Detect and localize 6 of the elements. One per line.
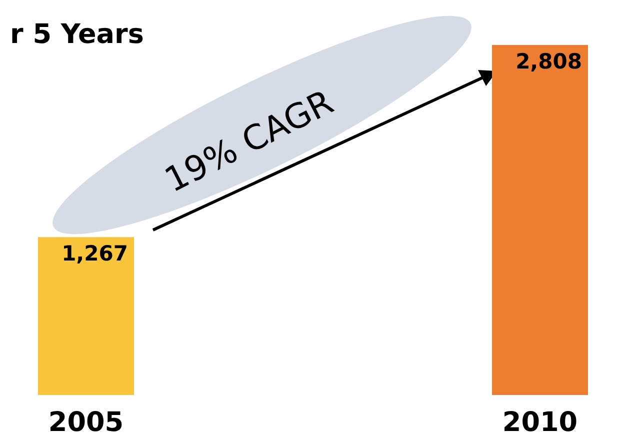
x-tick-label: 2010	[502, 407, 578, 438]
x-tick-label: 2005	[48, 407, 124, 438]
data-label: 1,267	[62, 242, 128, 266]
chart-title: r 5 Years	[10, 19, 144, 50]
data-label: 2,808	[516, 50, 582, 74]
annotation: 19% CAGR	[158, 82, 340, 201]
